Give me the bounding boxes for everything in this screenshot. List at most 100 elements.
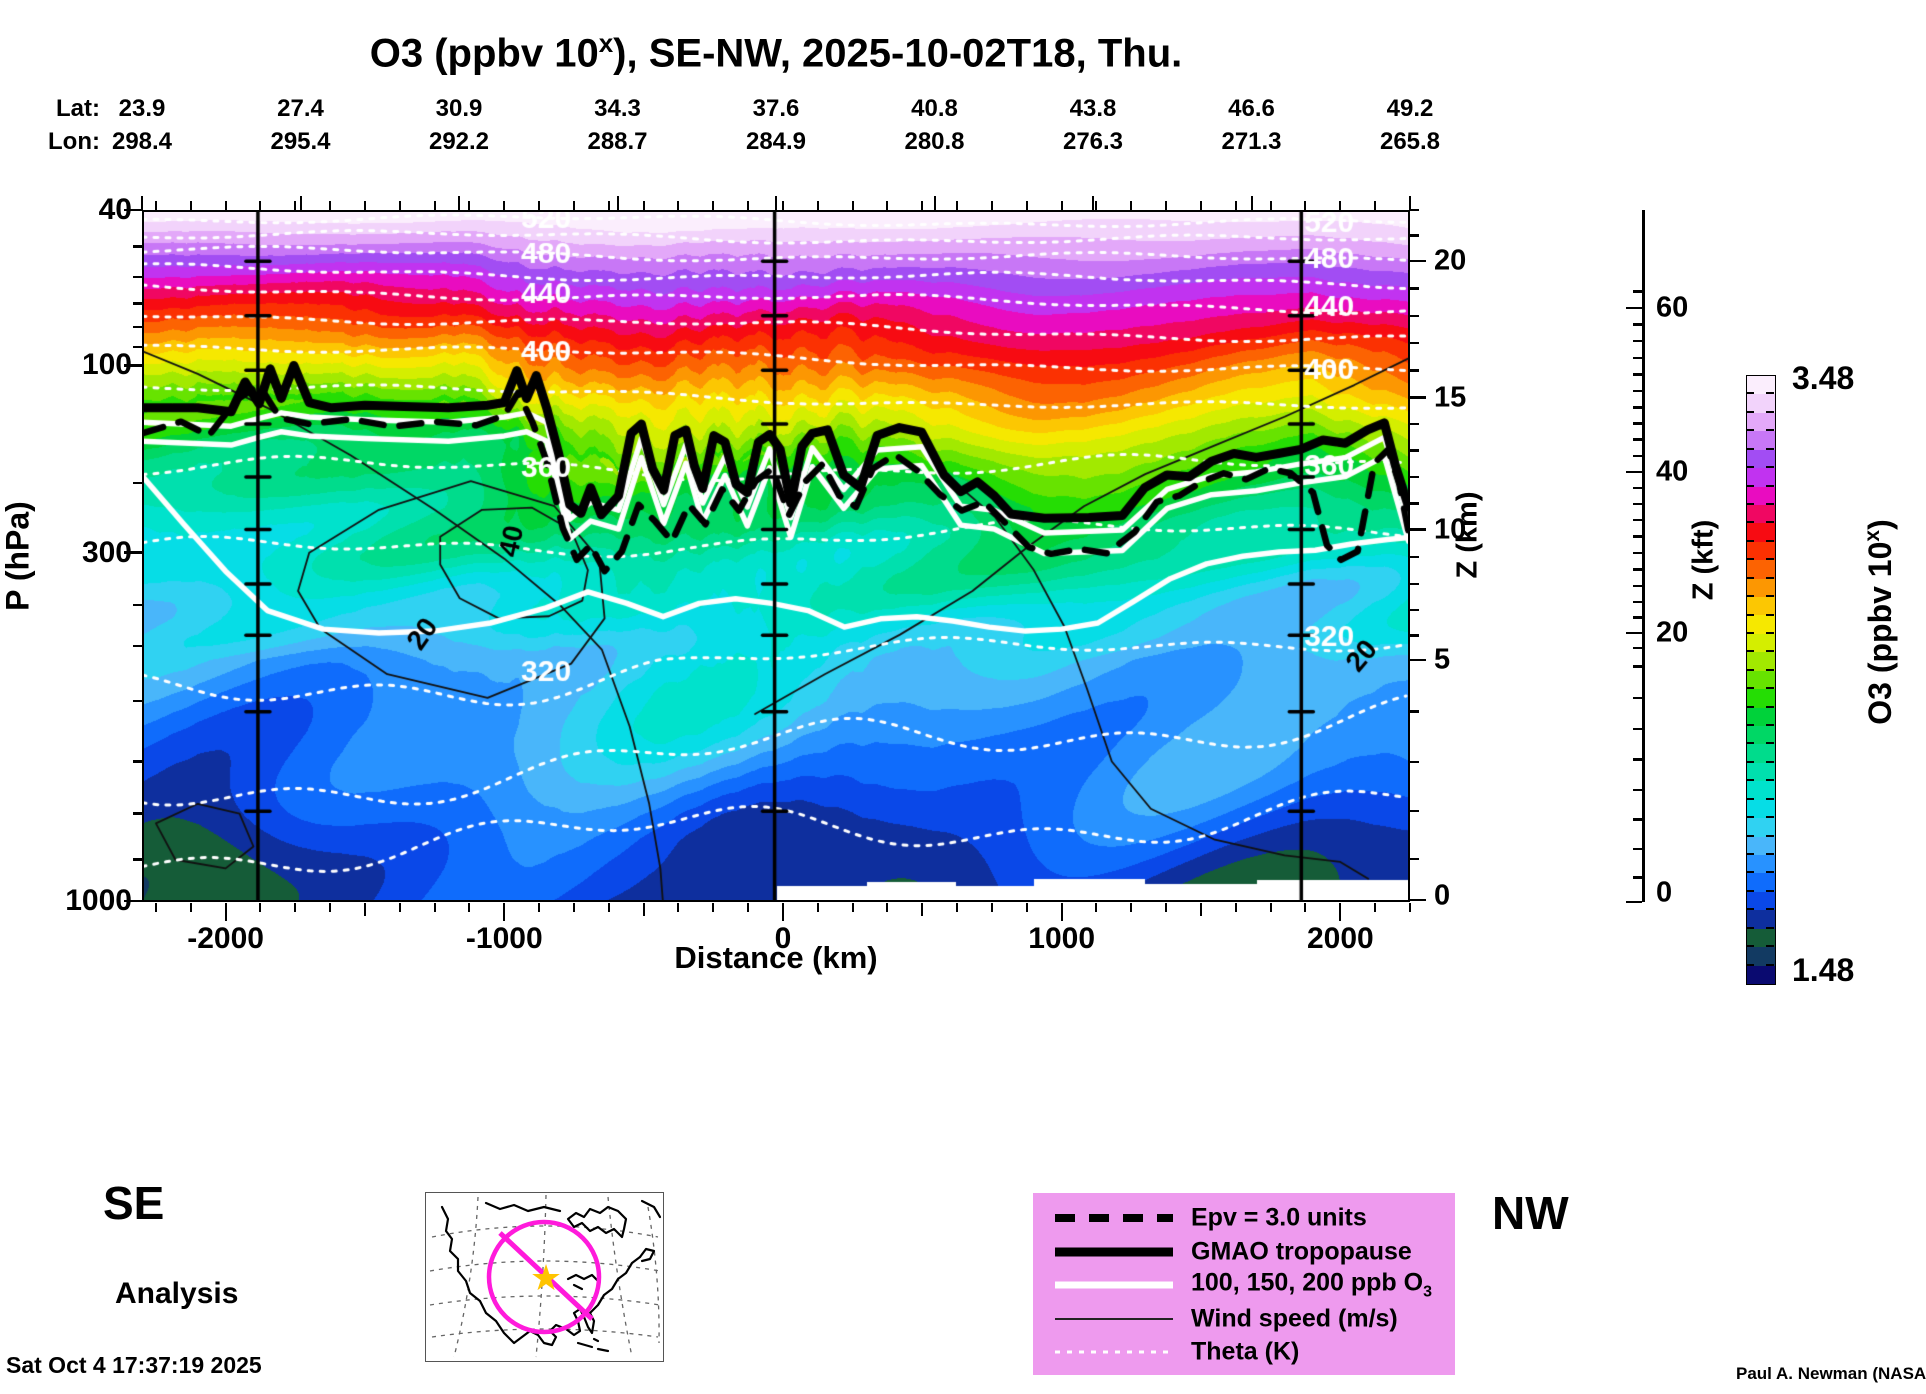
map-coastline (440, 1199, 662, 1353)
z-kft-tick (1633, 568, 1642, 571)
colorbar-segment (1747, 854, 1775, 874)
top-axis-major-tick (775, 196, 777, 210)
colorbar-segment (1747, 670, 1775, 690)
z-kft-tick (1633, 323, 1642, 326)
top-axis-minor-tick (886, 201, 889, 210)
colorbar-tick-left (1746, 834, 1754, 837)
z-kft-tick (1626, 470, 1642, 474)
pressure-tick-label: 100 (81, 348, 132, 382)
z-kft-tick (1626, 900, 1642, 904)
colorbar-tick-right (1766, 484, 1774, 487)
colorbar-tick-right (1766, 410, 1774, 413)
pressure-axis-tick (133, 603, 142, 607)
z-km-tick (1410, 898, 1426, 902)
bottom-axis-tick (1095, 903, 1098, 912)
colorbar-title: O3 (ppbv 10x) (1861, 519, 1899, 725)
cross-section-field-canvas (142, 210, 1410, 902)
colorbar-tick-right (1766, 816, 1774, 819)
lon-value: 271.3 (1221, 128, 1282, 155)
colorbar-tick-left (1746, 484, 1754, 487)
bottom-axis-tick (781, 903, 784, 921)
z-kft-tick (1633, 502, 1642, 506)
top-axis-minor-tick (816, 201, 819, 210)
z-kft-tick (1633, 727, 1642, 731)
colorbar-segment (1747, 947, 1775, 966)
z-kft-tick (1633, 847, 1642, 851)
z-kft-tick (1633, 486, 1642, 490)
z-km-tick (1410, 760, 1419, 764)
colorbar-tick-right (1766, 613, 1774, 616)
plot-frame (142, 210, 1410, 902)
colorbar-tick-right (1766, 889, 1774, 892)
colorbar-segment (1747, 578, 1775, 598)
pressure-axis-tick (133, 644, 142, 648)
colorbar-tick-left (1746, 760, 1754, 763)
map-section-path (498, 1231, 594, 1321)
colorbar-segment (1747, 523, 1775, 542)
legend-item-label: GMAO tropopause (1191, 1237, 1412, 1265)
legend-swatch-dashed-black (1055, 1214, 1173, 1222)
colorbar-tick-right (1766, 650, 1774, 653)
z-kft-tick-label: 60 (1656, 291, 1689, 324)
colorbar-tick-left (1746, 687, 1754, 690)
lat-row-label: Lat: (56, 95, 100, 122)
colorbar-tick-right (1766, 447, 1774, 450)
top-axis-minor-tick (1060, 201, 1063, 210)
bottom-axis-tick (1234, 903, 1237, 912)
colorbar-tick-left (1746, 889, 1754, 892)
top-axis-minor-tick (1165, 201, 1168, 210)
z-km-tick (1410, 259, 1426, 263)
lon-value: 295.4 (270, 128, 331, 155)
bottom-axis-tick (1269, 903, 1272, 912)
colorbar-title-prefix: O3 (ppbv 10 (1861, 541, 1898, 725)
top-axis-minor-tick (1339, 201, 1342, 210)
colorbar-tick-right (1766, 687, 1774, 690)
z-kft-tick (1633, 373, 1642, 376)
z-km-tick (1410, 710, 1419, 713)
top-axis-minor-tick (607, 201, 610, 210)
bottom-axis-tick (433, 903, 436, 912)
colorbar-segment (1747, 744, 1775, 763)
timestamp: Sat Oct 4 17:37:19 2025 (6, 1352, 262, 1378)
z-km-tick (1410, 634, 1419, 637)
z-kft-tick (1633, 535, 1642, 538)
z-km-tick (1410, 857, 1419, 861)
top-axis-major-tick (1250, 196, 1253, 210)
colorbar-segment (1747, 541, 1775, 561)
colorbar-tick-left (1746, 742, 1754, 745)
z-kft-tick (1633, 600, 1642, 604)
z-kft-tick (1633, 518, 1642, 522)
legend-item: 100, 150, 200 ppb O3 (1033, 1268, 1455, 1302)
top-axis-minor-tick (1095, 201, 1098, 210)
x-tick-label: -2000 (187, 922, 264, 955)
z-kft-axis-title: Z (kft) (1687, 519, 1720, 601)
top-axis-major-tick (933, 196, 936, 210)
bottom-axis-tick (1025, 903, 1028, 912)
map-location-star-icon: ★ (530, 1257, 562, 1298)
top-axis-minor-tick (329, 201, 332, 210)
top-axis-minor-tick (572, 201, 575, 210)
z-kft-tick-label: 20 (1656, 616, 1689, 649)
bottom-axis-tick (572, 903, 575, 912)
legend-item-label: Wind speed (m/s) (1191, 1304, 1398, 1332)
colorbar-tick-right (1766, 853, 1774, 856)
colorbar-tick-right (1766, 521, 1774, 524)
top-axis-major-tick (141, 196, 143, 210)
z-kft-tick (1633, 290, 1642, 293)
bottom-axis-tick (398, 903, 401, 912)
x-tick-label: 0 (774, 922, 792, 955)
bottom-axis-tick (712, 903, 715, 912)
colorbar-tick-right (1766, 871, 1774, 874)
bottom-axis-tick (363, 903, 366, 916)
z-km-tick-label: 0 (1434, 879, 1451, 912)
z-kft-tick (1633, 551, 1642, 555)
colorbar-tick-left (1746, 447, 1754, 450)
z-km-tick (1410, 314, 1419, 318)
colorbar-tick-right (1766, 502, 1774, 505)
colorbar-segment (1747, 597, 1775, 616)
analysis-label: Analysis (115, 1277, 239, 1310)
colorbar-tick-left (1746, 945, 1754, 948)
colorbar-tick-left (1746, 521, 1754, 524)
pressure-axis-tick (133, 699, 142, 703)
z-kft-tick (1626, 631, 1642, 635)
